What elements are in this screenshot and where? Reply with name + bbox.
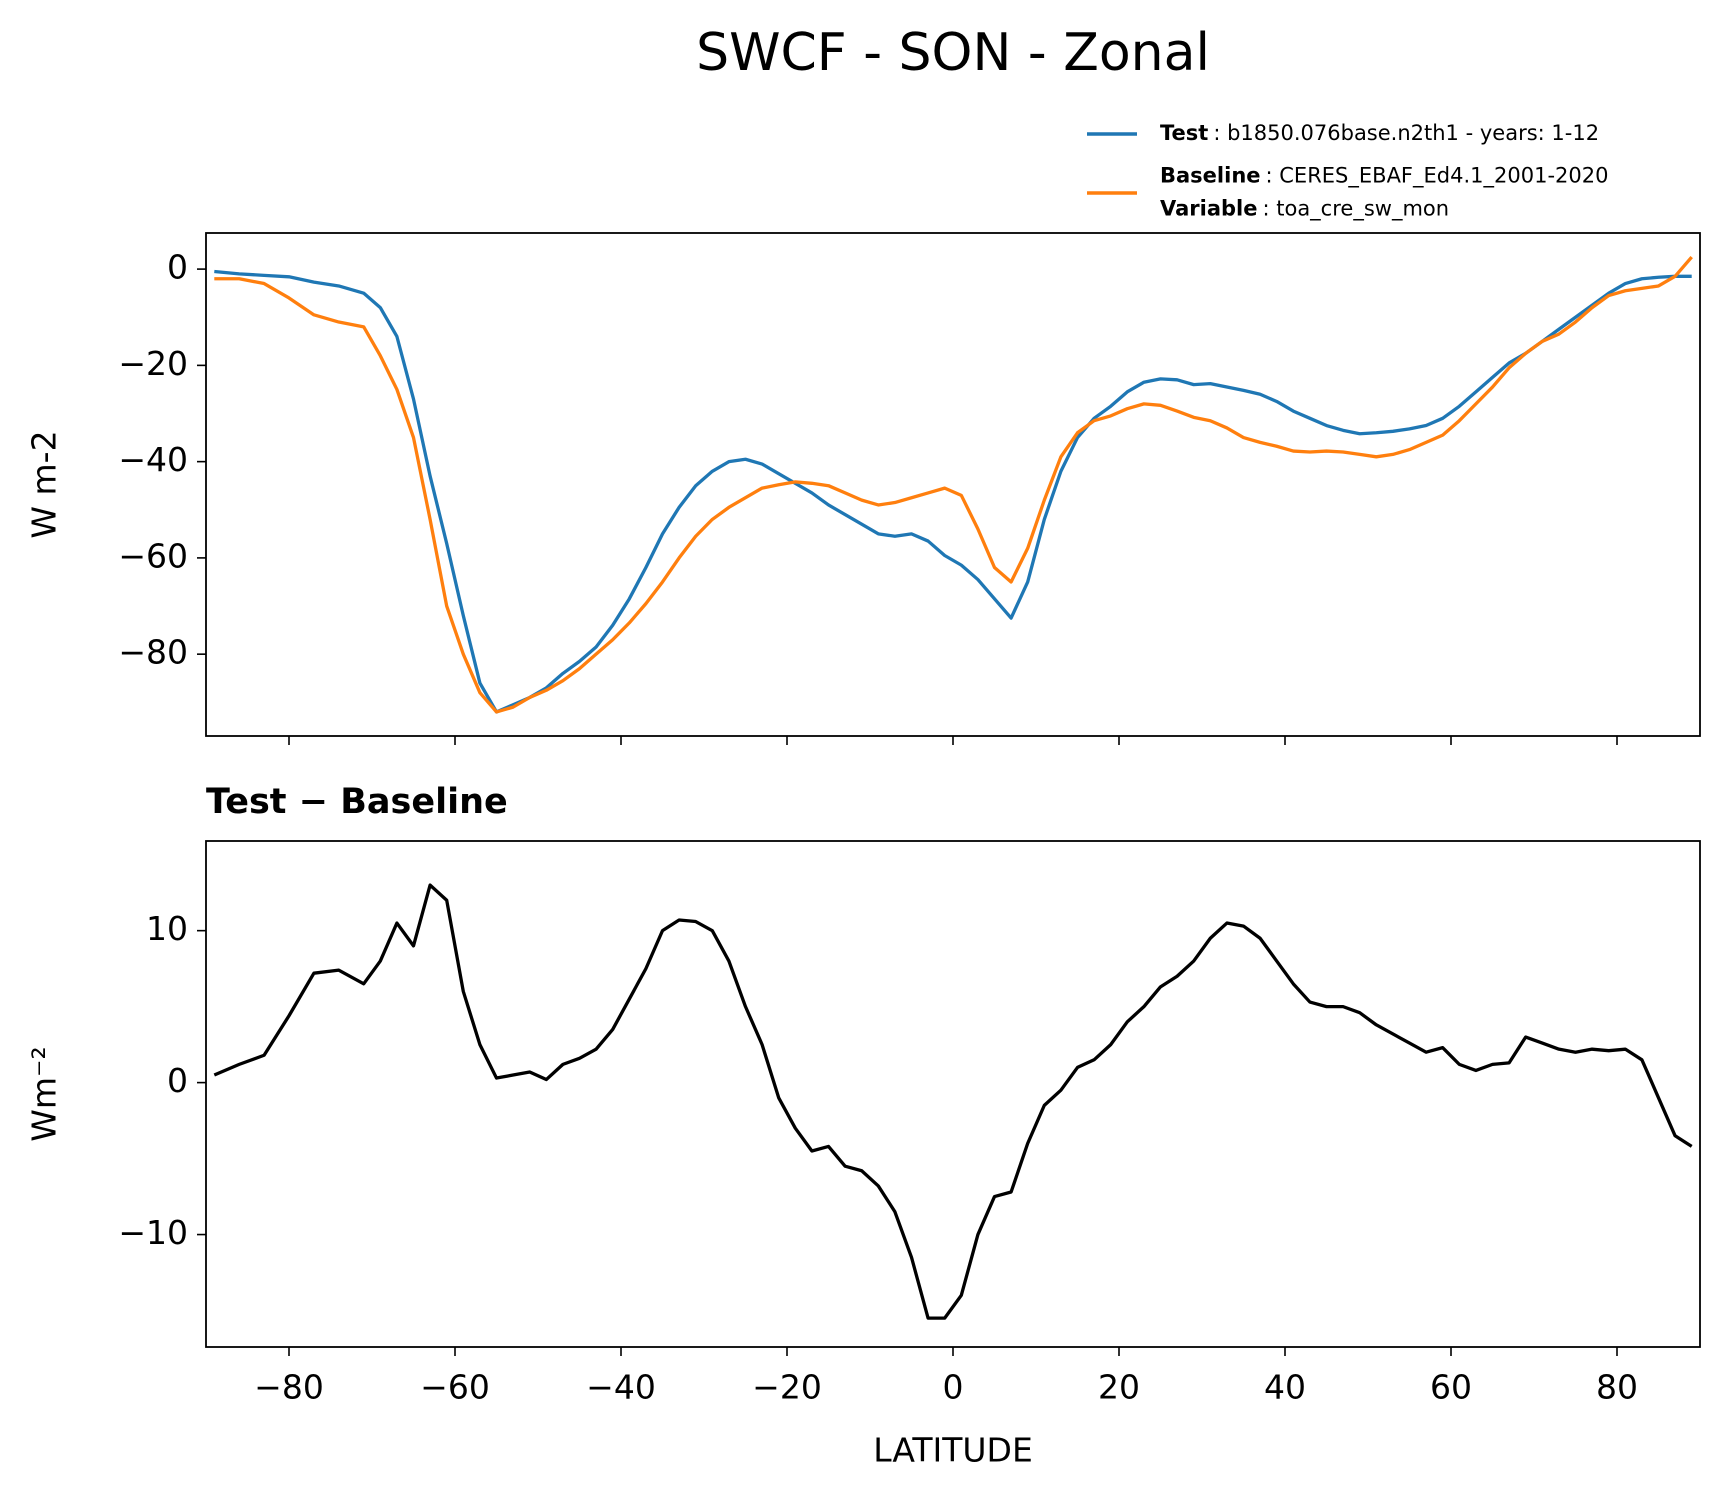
y-tick-label: −20 (118, 344, 188, 383)
legend-description: : b1850.076base.n2th1 - years: 1-12 (1213, 121, 1599, 145)
y-tick-label: −40 (118, 440, 188, 479)
x-tick-label: 60 (1430, 1368, 1472, 1407)
x-tick-label: −60 (420, 1368, 490, 1407)
y-tick-label: −10 (118, 1213, 188, 1252)
y-tick-label: 0 (167, 248, 188, 287)
x-tick-label: −80 (254, 1368, 324, 1407)
x-tick-label: −20 (752, 1368, 822, 1407)
axes-title: Test − Baseline (206, 782, 508, 822)
axes-frame (205, 840, 1701, 1348)
figure-title: SWCF - SON - Zonal (696, 23, 1210, 83)
plot-area (213, 883, 1693, 1320)
x-axis-label: LATITUDE (873, 1431, 1033, 1470)
legend-name: Variable (1160, 197, 1257, 221)
legend-description: : CERES_EBAF_Ed4.1_2001-2020 (1266, 164, 1609, 189)
x-tick-label: 20 (1098, 1368, 1140, 1407)
x-tick-label: −40 (586, 1368, 656, 1407)
data-line (214, 255, 1693, 714)
y-axis-label: Wm⁻² (25, 1046, 64, 1141)
y-tick-label: −80 (118, 633, 188, 672)
x-tick-label: 80 (1596, 1368, 1638, 1407)
legend-label: Variable: toa_cre_sw_mon (1160, 197, 1449, 222)
legend-name: Baseline (1160, 164, 1261, 188)
y-axis-label: W m-2 (25, 430, 64, 538)
axes-frame (205, 232, 1701, 737)
data-line (213, 883, 1693, 1320)
legend-label: Test: b1850.076base.n2th1 - years: 1-12 (1160, 121, 1599, 145)
y-tick-label: 10 (146, 909, 188, 948)
x-tick-label: 40 (1264, 1368, 1306, 1407)
plot-area (214, 255, 1693, 714)
x-tick-label: 0 (943, 1368, 964, 1407)
legend-label: Baseline: CERES_EBAF_Ed4.1_2001-2020 (1160, 164, 1608, 189)
y-tick-label: −60 (118, 536, 188, 575)
legend-name: Test (1160, 121, 1208, 145)
legend-description: : toa_cre_sw_mon (1262, 197, 1449, 222)
y-tick-label: 0 (167, 1061, 188, 1100)
